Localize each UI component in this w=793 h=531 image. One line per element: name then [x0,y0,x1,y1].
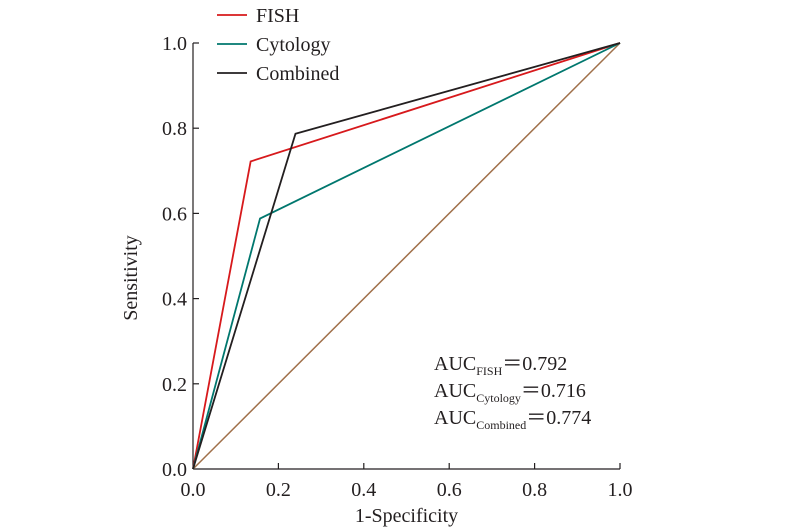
series-line-combined [192,42,621,470]
reference-diagonal [192,42,621,470]
x-ticks: 0.0 0.2 0.4 0.6 0.8 1.0 [181,463,633,501]
x-axis-title: 1-Specificity [355,505,458,527]
auc-annotation: AUCFISH＝0.792 [434,353,567,378]
reference-line [192,42,621,470]
y-tick-label: 1.0 [162,33,187,55]
y-ticks: 0.0 0.2 0.4 0.6 0.8 1.0 [162,33,199,481]
x-tick-label: 0.0 [181,479,206,501]
auc-annotation: AUCCombined＝0.774 [434,407,591,432]
legend-label: Cytology [256,34,330,56]
legend-label: FISH [256,5,299,27]
auc-annotations: AUCFISH＝0.792AUCCytology＝0.716AUCCombine… [434,353,591,432]
x-tick-label: 0.6 [437,479,462,501]
y-axis-title: Sensitivity [120,235,142,321]
legend-label: Combined [256,63,339,85]
series-line-fish [192,42,621,470]
x-tick-label: 0.2 [266,479,291,501]
x-tick-label: 0.8 [522,479,547,501]
x-tick-label: 0.4 [351,479,376,501]
y-tick-label: 0.2 [162,374,187,396]
legend: FISH Cytology Combined [217,5,339,85]
x-tick-label: 1.0 [608,479,633,501]
series-lines [192,42,621,470]
axes [192,43,620,470]
y-tick-label: 0.6 [162,203,187,225]
auc-annotation: AUCCytology＝0.716 [434,380,586,405]
y-tick-label: 0.8 [162,118,187,140]
y-tick-label: 0.4 [162,289,187,311]
series-line-cytology [192,42,621,470]
y-tick-label: 0.0 [162,459,187,481]
